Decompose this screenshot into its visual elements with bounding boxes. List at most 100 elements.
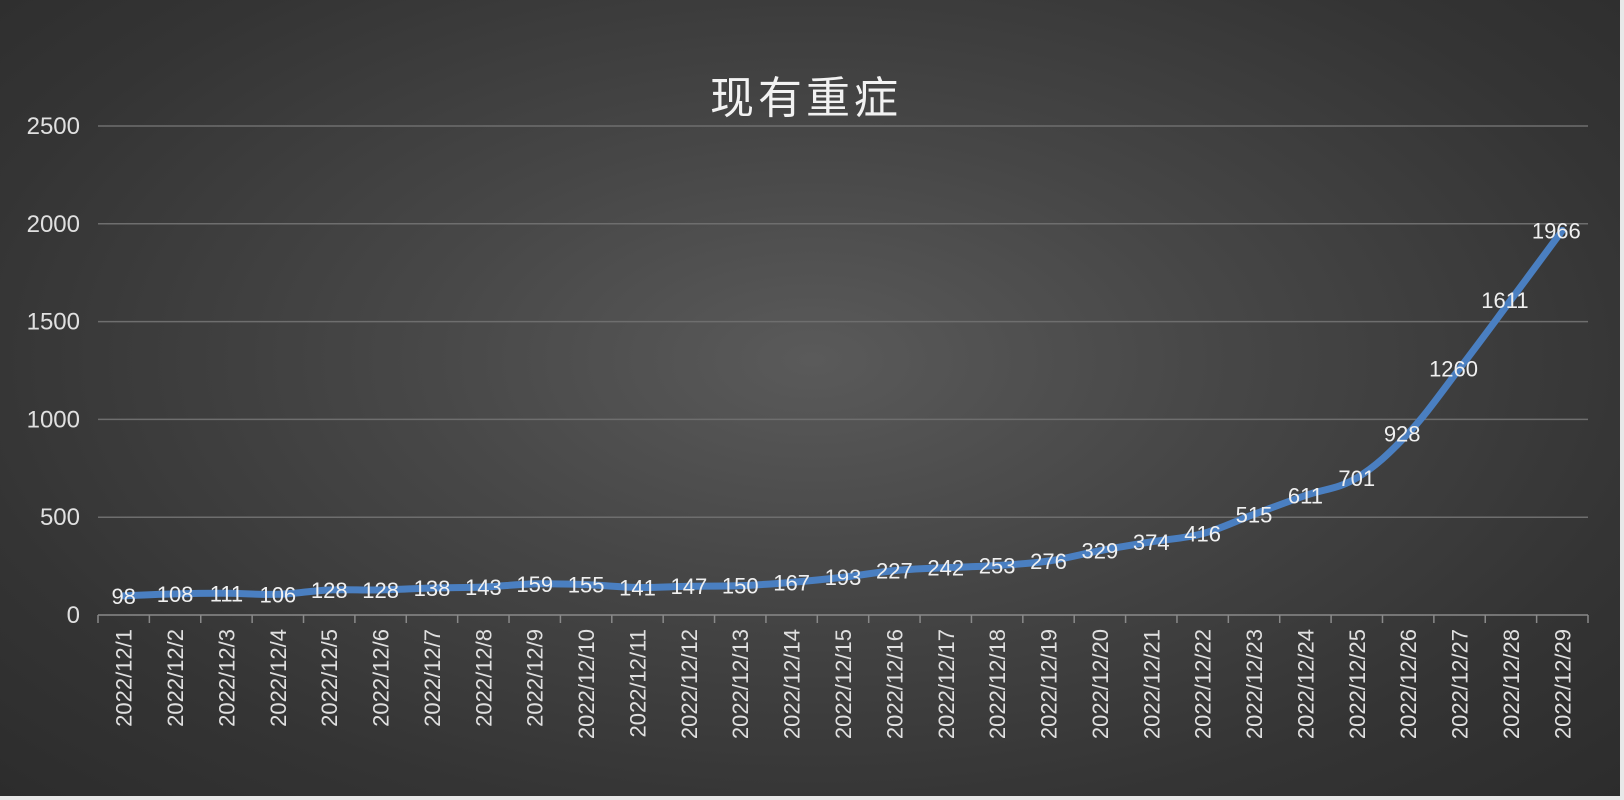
data-label: 111 [210,581,243,606]
data-point [1200,531,1205,536]
data-point [995,563,1000,568]
x-tick-label: 2022/12/7 [420,629,445,727]
data-point [1560,228,1565,233]
series-layer [120,226,1566,600]
data-point [1303,493,1308,498]
data-label: 128 [311,578,348,603]
x-tick-label: 2022/12/24 [1293,629,1318,739]
x-tick-label: 2022/12/29 [1550,629,1575,739]
x-tick-label: 2022/12/16 [882,629,907,739]
x-tick-label: 2022/12/26 [1396,629,1421,739]
data-point [686,584,691,589]
data-label: 108 [157,582,194,607]
data-point [378,587,383,592]
x-tick-label: 2022/12/1 [112,629,137,727]
data-point [1252,512,1257,517]
data-point [635,585,640,590]
data-label: 701 [1338,466,1375,491]
data-label: 106 [259,582,296,607]
x-tick-label: 2022/12/11 [625,629,650,737]
gridlines [98,125,1588,518]
x-tick-label: 2022/12/18 [985,629,1010,739]
x-tick-label: 2022/12/21 [1139,629,1164,739]
data-point [429,586,434,591]
data-point [173,591,178,596]
x-tick-label: 2022/12/3 [214,629,239,727]
y-tick-label: 1500 [27,309,80,336]
x-axis-ticks: 2022/12/1 2022/12/2 2022/12/3 2022/12/4 2022… [112,629,1576,739]
data-label: 98 [111,584,135,609]
x-tick-label: 2022/12/6 [369,629,394,727]
data-point [1097,548,1102,553]
data-label: 329 [1082,539,1119,564]
x-tick-label: 2022/12/23 [1242,629,1267,739]
data-point [327,587,332,592]
x-tick-label: 2022/12/2 [163,629,188,727]
data-label: 416 [1184,522,1221,547]
data-label: 242 [927,556,964,581]
data-point [584,582,589,587]
data-point [532,581,537,586]
data-label: 128 [362,578,399,603]
y-tick-label: 500 [40,504,80,531]
data-label: 167 [773,570,810,595]
data-label: 150 [722,574,759,599]
data-label: 138 [414,576,451,601]
data-point [1046,559,1051,564]
x-tick-label: 2022/12/19 [1037,629,1062,739]
data-labels: 98 108 111 106 128 128 138 143 159 155 141 147 150 16… [111,218,1580,608]
x-tick-label: 2022/12/4 [266,629,291,727]
data-label: 928 [1384,421,1421,446]
x-tick-label: 2022/12/17 [934,629,959,739]
data-point [841,575,845,580]
series-line [120,226,1566,600]
data-label: 611 [1288,483,1323,508]
data-point [789,580,794,585]
x-tick-label: 2022/12/28 [1499,629,1524,739]
x-tick-label: 2022/12/9 [523,629,548,727]
data-label: 1611 [1481,288,1528,313]
data-label: 147 [671,574,708,599]
y-tick-label: 2000 [27,211,80,238]
x-axis [97,614,1589,623]
y-axis-ticks: 0 500 1000 1500 2000 2500 [27,113,80,629]
data-label: 515 [1236,502,1273,527]
x-tick-label: 2022/12/8 [471,629,496,727]
data-label: 276 [1030,549,1067,574]
data-label: 253 [979,554,1016,579]
x-tick-label: 2022/12/20 [1088,629,1113,739]
x-tick-label: 2022/12/25 [1345,629,1370,739]
data-label: 1260 [1429,357,1478,382]
x-tick-label: 2022/12/13 [728,629,753,739]
data-label: 193 [825,565,862,590]
data-label: 155 [568,573,605,598]
data-point [275,592,280,597]
data-label: 227 [876,559,913,584]
y-tick-label: 1000 [27,406,80,433]
x-tick-label: 2022/12/5 [317,629,342,727]
x-tick-label: 2022/12/22 [1191,629,1216,739]
x-tick-label: 2022/12/15 [831,629,856,739]
data-label: 374 [1133,530,1170,555]
data-point [943,565,948,570]
data-point [224,591,229,596]
y-tick-label: 0 [67,602,80,629]
data-label: 143 [465,575,502,600]
chart-title: 现有重症 [710,73,902,124]
data-point [1508,297,1513,302]
data-label: 141 [619,575,656,600]
x-tick-label: 2022/12/14 [780,629,805,739]
data-point [1354,475,1359,480]
data-label: 159 [516,572,553,597]
data-point [121,593,126,598]
y-tick-label: 2500 [27,113,80,140]
data-point [738,583,743,588]
data-label: 1966 [1532,218,1581,243]
data-point [1406,431,1411,436]
data-point [481,585,486,590]
x-tick-label: 2022/12/27 [1448,629,1473,739]
data-point [1149,539,1154,544]
data-point [892,568,897,573]
